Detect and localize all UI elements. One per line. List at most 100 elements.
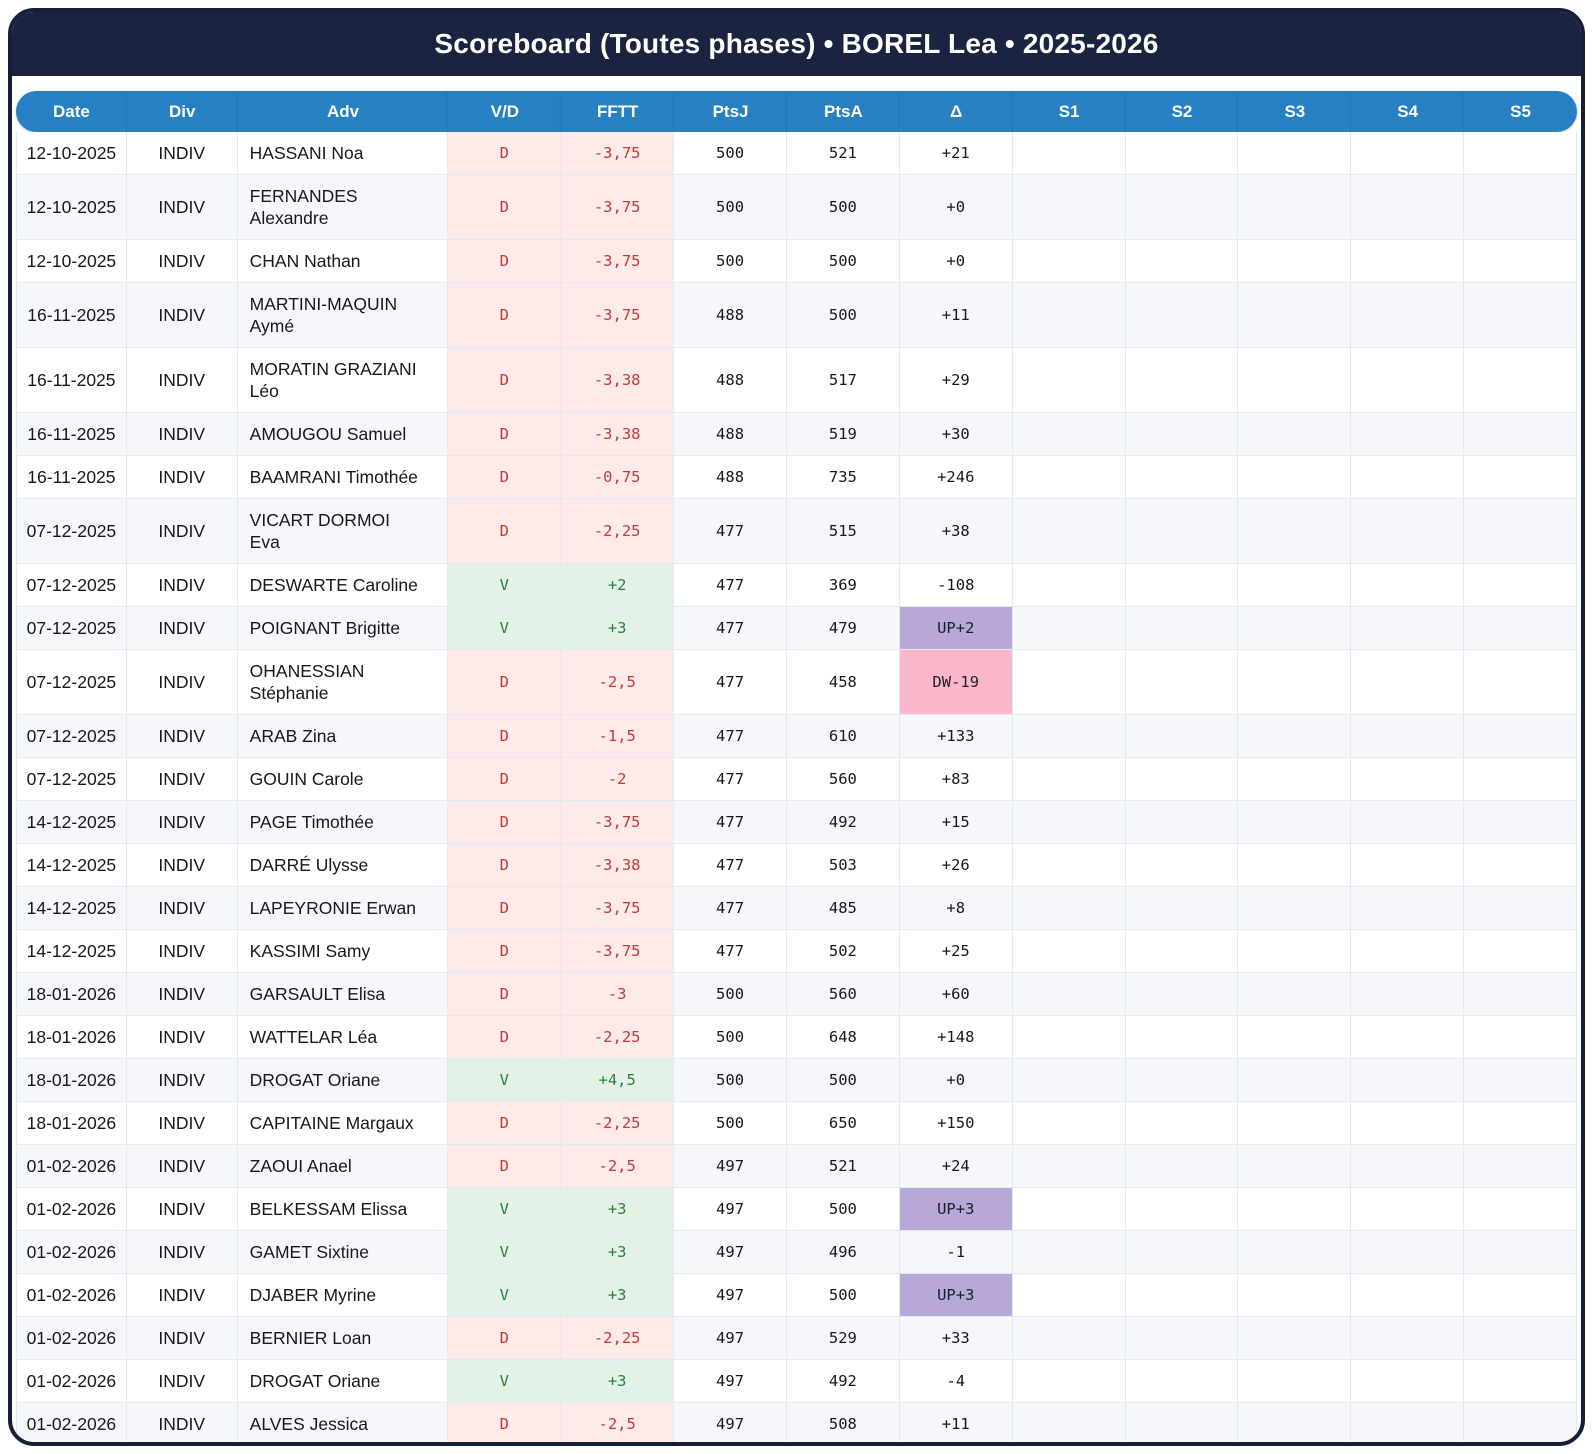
table-row: 12-10-2025 INDIV CHAN Nathan D -3,75 500 500 +0 <box>16 240 1577 283</box>
cell-s5 <box>1464 801 1577 844</box>
cell-delta: +11 <box>899 1403 1013 1442</box>
cell-ptsa: 369 <box>786 564 900 607</box>
col-header-vd: V/D <box>448 91 562 132</box>
cell-s4 <box>1351 132 1465 175</box>
cell-fftt: -2 <box>561 758 675 801</box>
cell-adv: BERNIER Loan <box>237 1317 449 1360</box>
cell-date: 01-02-2026 <box>16 1403 127 1442</box>
cell-adv: ARAB Zina <box>237 715 449 758</box>
cell-date: 12-10-2025 <box>16 240 127 283</box>
cell-s4 <box>1351 1317 1465 1360</box>
cell-ptsj: 477 <box>674 930 787 973</box>
cell-adv: CAPITAINE Margaux <box>237 1102 449 1145</box>
cell-s5 <box>1464 887 1577 930</box>
cell-div: INDIV <box>126 132 238 175</box>
cell-s4 <box>1351 973 1465 1016</box>
cell-delta: +83 <box>899 758 1013 801</box>
cell-date: 07-12-2025 <box>16 715 127 758</box>
cell-div: INDIV <box>126 607 238 650</box>
cell-date: 07-12-2025 <box>16 564 127 607</box>
cell-ptsj: 500 <box>674 1102 787 1145</box>
cell-adv: AMOUGOU Samuel <box>237 413 449 456</box>
cell-fftt: -2,5 <box>561 1403 675 1442</box>
cell-s3 <box>1238 1403 1352 1442</box>
cell-fftt: +3 <box>561 1188 675 1231</box>
cell-s1 <box>1012 1231 1126 1274</box>
cell-s1 <box>1012 887 1126 930</box>
col-header-div: Div <box>126 91 238 132</box>
cell-div: INDIV <box>126 1145 238 1188</box>
cell-date: 16-11-2025 <box>16 348 127 413</box>
cell-div: INDIV <box>126 973 238 1016</box>
cell-delta: +0 <box>899 240 1013 283</box>
cell-ptsj: 477 <box>674 607 787 650</box>
col-header-s4: S4 <box>1351 91 1465 132</box>
cell-s3 <box>1238 499 1352 564</box>
table-row: 16-11-2025 INDIV AMOUGOU Samuel D -3,38 488 51… <box>16 413 1577 456</box>
cell-delta: +150 <box>899 1102 1013 1145</box>
cell-date: 14-12-2025 <box>16 930 127 973</box>
cell-delta: UP+2 <box>899 607 1013 650</box>
cell-ptsj: 488 <box>674 283 787 348</box>
cell-s2 <box>1125 1145 1239 1188</box>
cell-s2 <box>1125 1188 1239 1231</box>
cell-s3 <box>1238 758 1352 801</box>
cell-date: 14-12-2025 <box>16 887 127 930</box>
cell-vd: V <box>448 564 562 607</box>
cell-fftt: +4,5 <box>561 1059 675 1102</box>
cell-s5 <box>1464 456 1577 499</box>
cell-div: INDIV <box>126 1231 238 1274</box>
cell-s5 <box>1464 1360 1577 1403</box>
cell-adv: WATTELAR Léa <box>237 1016 449 1059</box>
cell-s4 <box>1351 240 1465 283</box>
cell-ptsa: 519 <box>786 413 900 456</box>
opponent-name: CAPITAINE Margaux <box>249 1113 414 1133</box>
cell-s4 <box>1351 607 1465 650</box>
cell-date: 12-10-2025 <box>16 175 127 240</box>
opponent-name: OHANESSIAN Stéphanie <box>249 661 365 703</box>
opponent-name: GAMET Sixtine <box>249 1242 369 1262</box>
cell-vd: V <box>448 1274 562 1317</box>
cell-s2 <box>1125 1274 1239 1317</box>
cell-vd: V <box>448 1188 562 1231</box>
cell-s5 <box>1464 499 1577 564</box>
table-row: 01-02-2026 INDIV ALVES Jessica D -2,5 497 508 +… <box>16 1403 1577 1442</box>
cell-vd: V <box>448 1059 562 1102</box>
cell-fftt: -2,5 <box>561 1145 675 1188</box>
cell-delta: UP+3 <box>899 1274 1013 1317</box>
cell-s1 <box>1012 715 1126 758</box>
cell-date: 16-11-2025 <box>16 456 127 499</box>
cell-delta: +133 <box>899 715 1013 758</box>
cell-date: 12-10-2025 <box>16 132 127 175</box>
cell-adv: MORATIN GRAZIANI Léo <box>237 348 449 413</box>
cell-fftt: -3,75 <box>561 887 675 930</box>
cell-ptsa: 500 <box>786 240 900 283</box>
cell-s4 <box>1351 844 1465 887</box>
cell-ptsa: 500 <box>786 1188 900 1231</box>
cell-ptsj: 477 <box>674 844 787 887</box>
cell-s5 <box>1464 1145 1577 1188</box>
page-title: Scoreboard (Toutes phases) • BOREL Lea •… <box>434 28 1159 59</box>
opponent-name: MORATIN GRAZIANI Léo <box>249 359 417 401</box>
cell-s2 <box>1125 240 1239 283</box>
col-header-s5: S5 <box>1464 91 1577 132</box>
cell-s4 <box>1351 413 1465 456</box>
cell-s5 <box>1464 715 1577 758</box>
cell-delta: +38 <box>899 499 1013 564</box>
table-row: 01-02-2026 INDIV BERNIER Loan D -2,25 497 529 +… <box>16 1317 1577 1360</box>
cell-adv: BELKESSAM Elissa <box>237 1188 449 1231</box>
cell-s5 <box>1464 413 1577 456</box>
opponent-name: DARRÉ Ulysse <box>249 855 369 875</box>
opponent-name: KASSIMI Samy <box>249 941 371 961</box>
cell-vd: D <box>448 1403 562 1442</box>
cell-s3 <box>1238 175 1352 240</box>
opponent-name: GOUIN Carole <box>249 769 364 789</box>
table-row: 07-12-2025 INDIV GOUIN Carole D -2 477 560 +83 <box>16 758 1577 801</box>
table-row: 16-11-2025 INDIV MARTINI-MAQUIN Aymé D -3,75… <box>16 283 1577 348</box>
cell-s1 <box>1012 1145 1126 1188</box>
cell-s5 <box>1464 1317 1577 1360</box>
cell-adv: ZAOUI Anael <box>237 1145 449 1188</box>
cell-s4 <box>1351 650 1465 715</box>
cell-div: INDIV <box>126 887 238 930</box>
cell-s2 <box>1125 1360 1239 1403</box>
